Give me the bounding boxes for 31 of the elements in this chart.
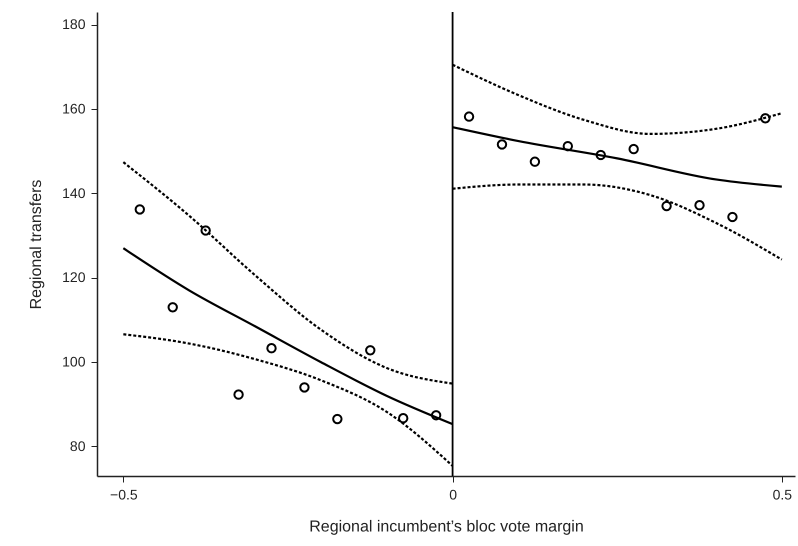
point — [596, 150, 606, 160]
point — [694, 200, 705, 210]
point — [430, 410, 442, 420]
y-tick-label: 180 — [62, 16, 86, 32]
point — [760, 113, 771, 124]
point — [661, 200, 672, 212]
point — [727, 212, 738, 222]
point — [365, 345, 376, 356]
point — [464, 111, 474, 122]
x-tick-label: 0.5 — [772, 486, 792, 502]
point — [266, 343, 277, 354]
point — [562, 140, 574, 152]
x-axis-title: Regional incumbent’s bloc vote margin — [309, 518, 584, 536]
point — [299, 382, 310, 393]
point — [496, 139, 508, 150]
y-tick-label: 160 — [62, 100, 86, 117]
point — [134, 204, 145, 215]
x-tick-label: −0.5 — [110, 486, 138, 502]
y-axis-title: Regional transfers — [28, 180, 46, 310]
y-tick-label: 100 — [62, 354, 86, 370]
point — [628, 144, 639, 154]
point — [168, 302, 178, 312]
y-tick-label: 80 — [70, 438, 86, 454]
y-tick-label: 140 — [62, 184, 86, 201]
point — [398, 413, 408, 424]
y-tick-label: 120 — [62, 269, 86, 286]
point — [200, 225, 211, 236]
point — [233, 389, 244, 400]
point — [332, 414, 343, 424]
x-tick-label: 0 — [449, 486, 458, 502]
point — [530, 156, 540, 167]
